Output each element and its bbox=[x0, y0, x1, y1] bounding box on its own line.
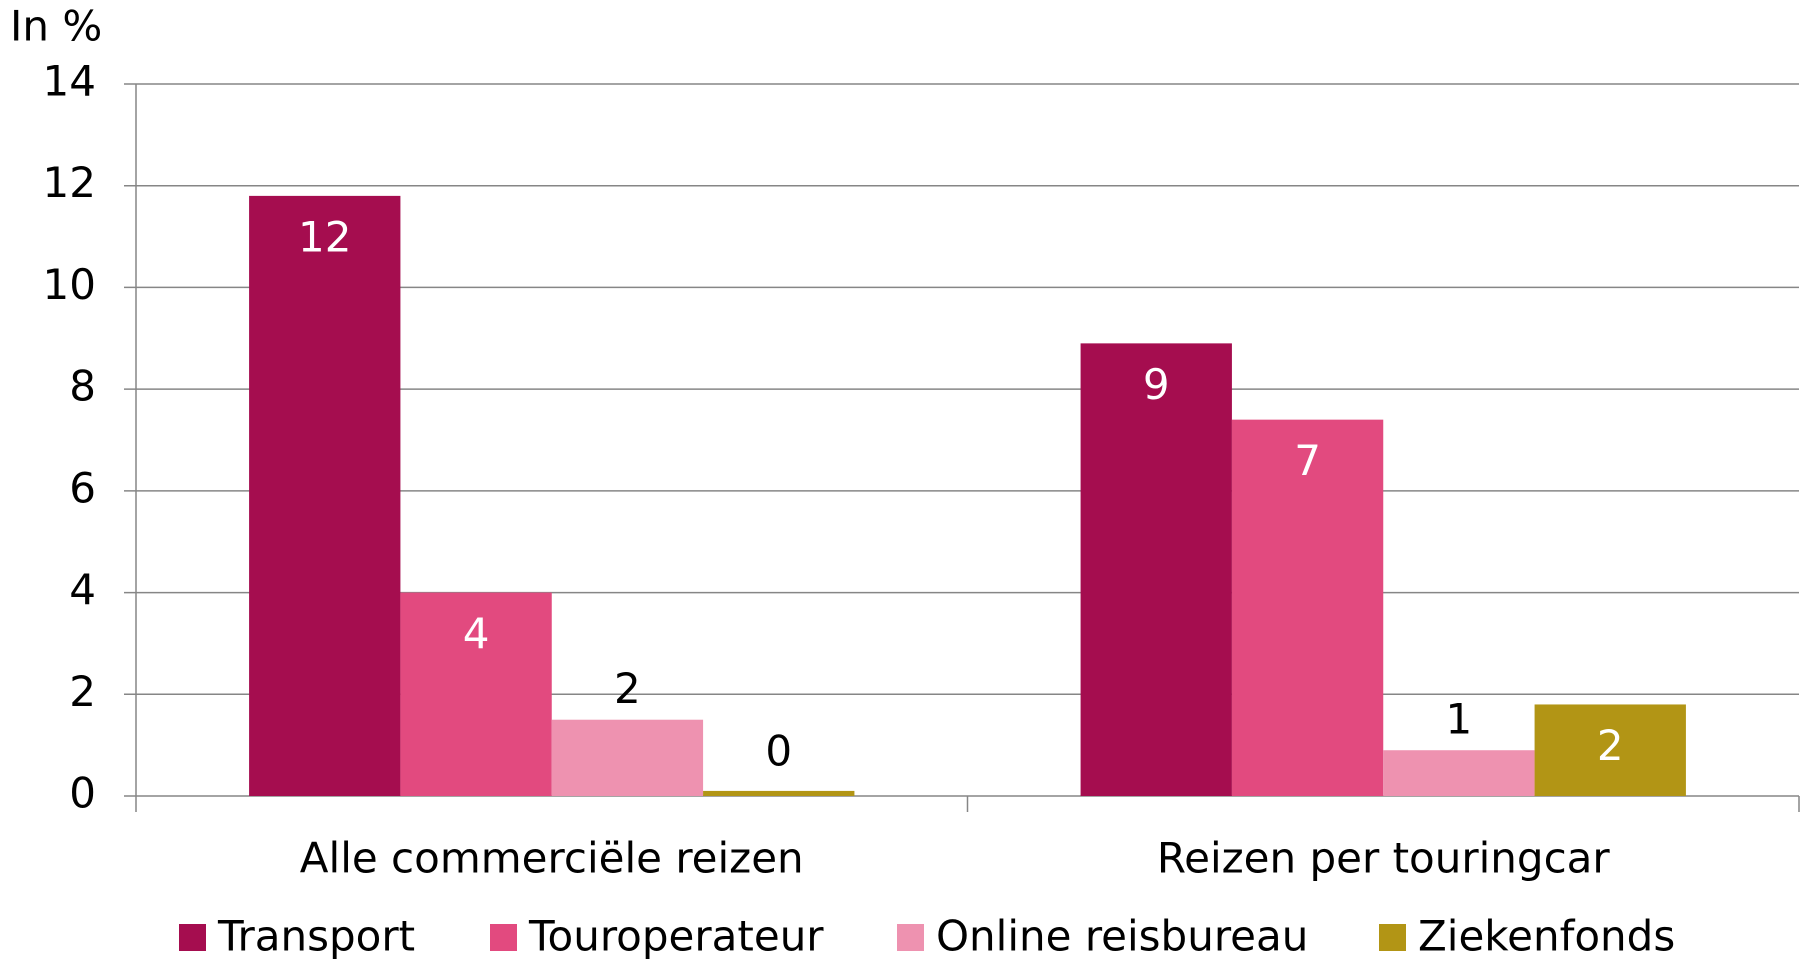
legend-label: Online reisbureau bbox=[936, 912, 1308, 961]
y-tick-label: 4 bbox=[69, 565, 96, 614]
data-label: 12 bbox=[298, 212, 351, 261]
bar bbox=[551, 719, 704, 796]
bar bbox=[1080, 343, 1232, 796]
bar bbox=[400, 592, 552, 796]
data-label: 0 bbox=[765, 727, 792, 776]
bar bbox=[1383, 750, 1535, 796]
y-tick-label: 6 bbox=[69, 463, 96, 512]
bar bbox=[703, 790, 855, 796]
data-label: 2 bbox=[614, 664, 641, 713]
x-tick-label: Reizen per touringcar bbox=[1157, 834, 1611, 883]
legend-swatch bbox=[1379, 924, 1406, 951]
y-tick-label: 8 bbox=[69, 362, 96, 411]
y-tick-label: 10 bbox=[43, 260, 96, 309]
bar bbox=[1534, 704, 1686, 796]
data-label: 1 bbox=[1446, 695, 1473, 744]
data-label: 2 bbox=[1597, 721, 1624, 770]
legend-swatch bbox=[179, 924, 206, 951]
legend-label: Transport bbox=[217, 912, 415, 961]
y-axis-label: In % bbox=[10, 2, 102, 51]
legend-label: Touroperateur bbox=[528, 912, 824, 961]
y-tick-label: 2 bbox=[69, 667, 96, 716]
y-tick-label: 12 bbox=[43, 158, 96, 207]
x-tick-label: Alle commerciële reizen bbox=[300, 834, 804, 883]
data-label: 7 bbox=[1294, 436, 1321, 485]
bar bbox=[1231, 419, 1384, 796]
legend-label: Ziekenfonds bbox=[1418, 912, 1675, 961]
legend-swatch bbox=[490, 924, 517, 951]
legend-swatch bbox=[897, 924, 924, 951]
y-tick-label: 0 bbox=[69, 769, 96, 818]
bar bbox=[249, 195, 401, 796]
data-label: 4 bbox=[463, 609, 490, 658]
data-label: 9 bbox=[1143, 360, 1170, 409]
y-tick-label: 14 bbox=[43, 57, 96, 106]
